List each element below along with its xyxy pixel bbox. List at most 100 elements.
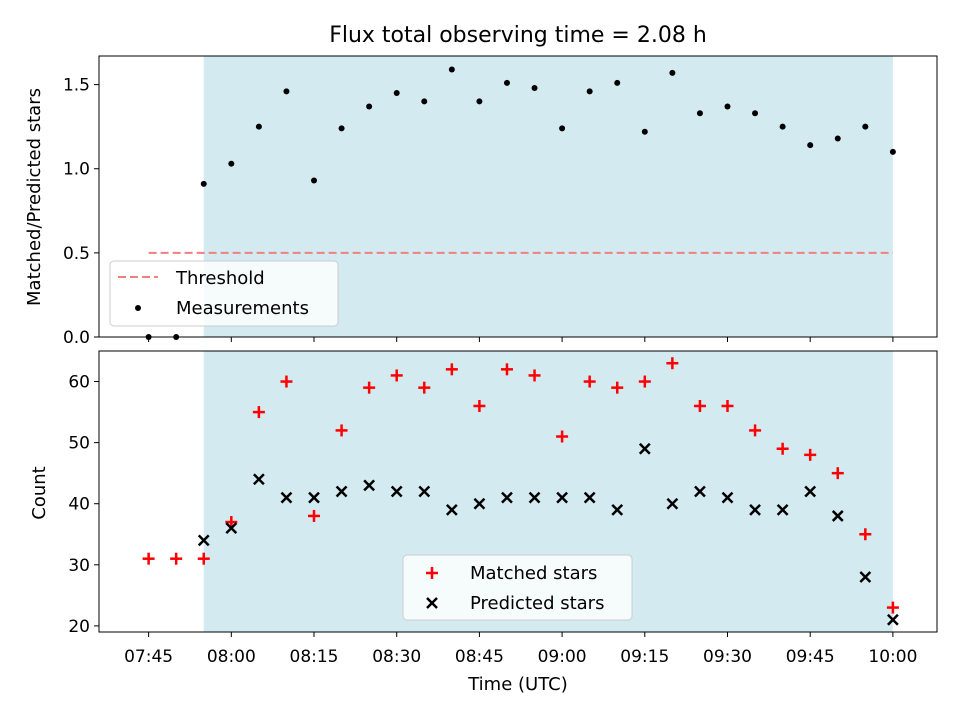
matched-star-point — [142, 552, 155, 565]
matched-star-point — [280, 375, 293, 388]
predicted-star-point — [749, 503, 761, 516]
predicted-legend-swatch — [426, 597, 438, 609]
threshold-legend-label: Threshold — [175, 268, 265, 289]
measurement-point — [531, 84, 538, 91]
x-tick-label: 08:30 — [372, 647, 421, 667]
predicted-star-point — [721, 491, 734, 504]
matched-star-point — [831, 467, 844, 480]
measurement-point — [834, 135, 841, 142]
matched-star-point — [859, 528, 872, 541]
matched-star-point — [886, 601, 899, 614]
count-legend: Matched stars Predicted stars — [402, 554, 633, 621]
predicted-star-point — [638, 442, 651, 455]
predicted-legend-label: Predicted stars — [470, 593, 604, 614]
predicted-star-point — [776, 503, 789, 516]
count-panel-frame — [98, 350, 938, 633]
matched-star-point — [170, 552, 183, 565]
matched-star-point — [335, 424, 348, 437]
predicted-star-point — [335, 485, 348, 498]
measurement-point — [807, 142, 814, 149]
predicted-star-point — [280, 491, 293, 504]
ratio-y-tick-label: 0.0 — [63, 328, 90, 348]
measurement-point — [862, 123, 869, 130]
count-y-axis-label: Count — [29, 466, 50, 519]
matched-star-point — [556, 430, 569, 443]
matched-star-point — [528, 369, 541, 382]
predicted-star-point — [666, 497, 679, 510]
measurement-point — [586, 88, 593, 95]
predicted-star-point — [445, 503, 458, 516]
x-tick-label: 07:45 — [124, 647, 173, 667]
measurement-point — [366, 103, 373, 110]
measurement-point — [696, 110, 703, 117]
measurement-point — [752, 110, 759, 117]
predicted-star-point — [473, 497, 486, 510]
x-tick-label: 09:45 — [786, 647, 835, 667]
matched-star-point — [776, 442, 789, 455]
matched-star-point — [252, 406, 265, 419]
predicted-star-point — [694, 485, 706, 498]
predicted-star-point — [501, 491, 513, 504]
measurement-point — [476, 98, 483, 105]
ratio-y-tick-label: 0.5 — [63, 244, 90, 264]
ratio-legend: Threshold Measurements — [109, 260, 339, 327]
x-tick-label: 08:45 — [455, 647, 504, 667]
measurement-point — [311, 177, 318, 184]
matched-legend-label: Matched stars — [470, 563, 597, 584]
measurement-point — [421, 98, 428, 105]
measurement-point — [448, 66, 455, 73]
matched-star-point — [225, 516, 238, 529]
count-y-tick-label: 20 — [68, 617, 90, 637]
count-y-tick-label: 60 — [68, 373, 90, 393]
predicted-star-point — [363, 479, 376, 492]
measurement-point — [283, 88, 290, 95]
ratio-y-tick-label: 1.5 — [63, 76, 90, 96]
matched-star-point — [308, 509, 321, 522]
predicted-star-point — [225, 522, 238, 535]
matched-star-point — [473, 399, 486, 412]
matched-star-point — [638, 375, 651, 388]
predicted-star-point — [831, 510, 844, 522]
x-tick-label: 09:15 — [620, 647, 669, 667]
predicted-star-point — [308, 491, 320, 504]
predicted-star-point — [252, 473, 265, 486]
measurement-point — [669, 69, 676, 76]
measurements-legend-label: Measurements — [176, 298, 309, 319]
measurement-point — [200, 180, 207, 187]
matched-star-point — [721, 399, 734, 412]
measurement-point — [614, 79, 621, 86]
predicted-star-point — [197, 534, 210, 547]
measurement-point — [724, 103, 731, 110]
x-tick-label: 10:00 — [868, 647, 917, 667]
matched-star-point — [611, 381, 624, 394]
matched-star-point — [693, 399, 706, 412]
matched-star-point — [749, 424, 762, 437]
measurement-point — [255, 123, 262, 130]
measurement-point — [338, 125, 345, 132]
x-tick-label: 09:30 — [703, 647, 752, 667]
ratio-legend-box — [109, 260, 339, 327]
measurements-legend-swatch — [135, 305, 141, 311]
measurement-point — [889, 148, 896, 155]
predicted-star-point — [887, 613, 899, 626]
matched-legend-swatch — [426, 567, 438, 579]
ratio-y-axis-label: Matched/Predicted stars — [24, 88, 45, 306]
ratio-panel-frame — [98, 55, 938, 338]
x-tick-label: 08:15 — [290, 647, 339, 667]
ratio-y-tick-label: 1.0 — [63, 160, 90, 180]
matched-star-point — [804, 448, 817, 461]
x-axis-label: Time (UTC) — [467, 674, 568, 695]
count-legend-box — [402, 554, 633, 621]
predicted-star-point — [583, 491, 596, 504]
count-y-tick-label: 50 — [68, 434, 90, 454]
matched-star-point — [197, 552, 210, 565]
predicted-star-point — [390, 485, 403, 498]
matched-star-point — [445, 363, 458, 376]
measurement-point — [228, 160, 235, 167]
matched-star-point — [418, 381, 431, 394]
count-y-tick-label: 30 — [68, 556, 90, 576]
predicted-star-point — [804, 485, 817, 498]
count-y-tick-label: 40 — [68, 495, 90, 515]
predicted-star-point — [859, 571, 872, 583]
